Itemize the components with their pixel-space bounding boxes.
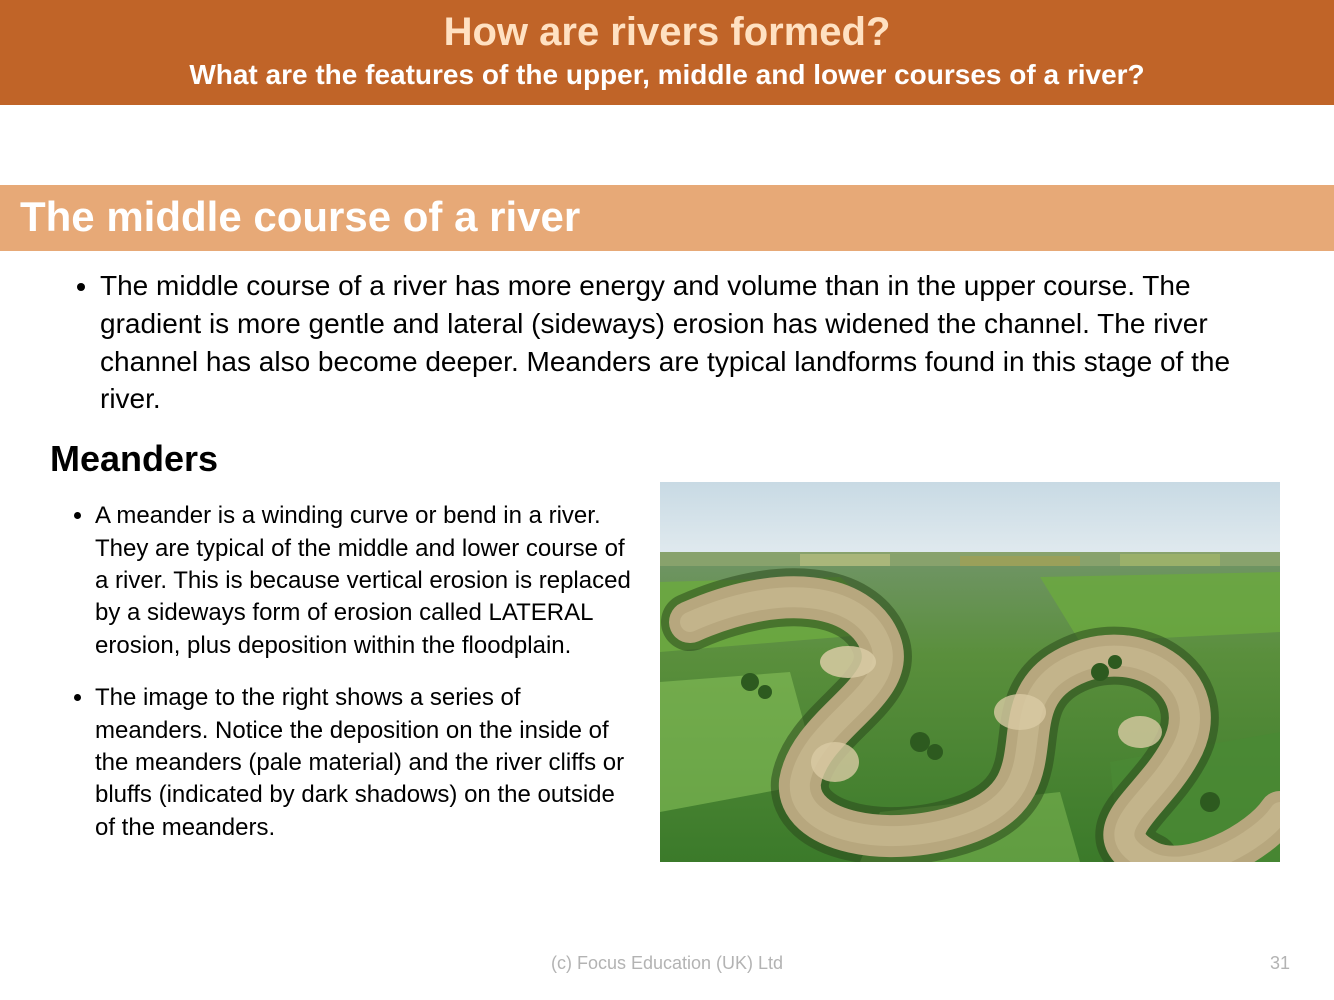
intro-bullet: The middle course of a river has more en… bbox=[100, 267, 1264, 418]
content-columns: Meanders A meander is a winding curve or… bbox=[0, 428, 1334, 864]
meanders-heading: Meanders bbox=[50, 438, 632, 480]
footer-copyright: (c) Focus Education (UK) Ltd bbox=[0, 953, 1334, 974]
right-column bbox=[660, 482, 1280, 862]
intro-block: The middle course of a river has more en… bbox=[0, 251, 1334, 428]
page-number: 31 bbox=[1270, 953, 1290, 974]
section-heading: The middle course of a river bbox=[0, 185, 1334, 251]
meanders-bullet-2: The image to the right shows a series of… bbox=[95, 682, 632, 844]
left-column: Meanders A meander is a winding curve or… bbox=[40, 438, 632, 864]
meander-illustration-svg bbox=[660, 482, 1280, 862]
page-title: How are rivers formed? bbox=[0, 10, 1334, 55]
page-subtitle: What are the features of the upper, midd… bbox=[0, 59, 1334, 91]
meander-figure bbox=[660, 482, 1280, 862]
meanders-bullet-1: A meander is a winding curve or bend in … bbox=[95, 500, 632, 662]
slide-header: How are rivers formed? What are the feat… bbox=[0, 0, 1334, 105]
